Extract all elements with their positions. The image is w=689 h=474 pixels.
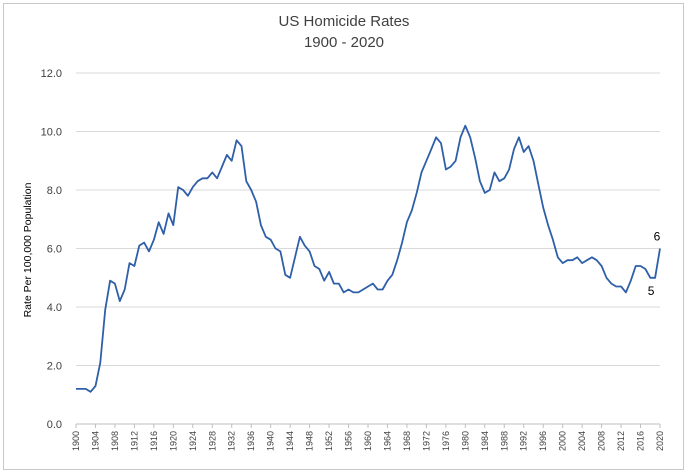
x-tick-label: 1984: [480, 431, 490, 451]
x-tick-label: 1948: [305, 431, 315, 451]
series-line: [76, 124, 661, 393]
y-tick-label: 8.0: [47, 185, 62, 197]
x-tick-label: 1992: [519, 431, 529, 451]
data-annotation: 6: [654, 230, 661, 244]
x-tick-label: 1900: [71, 431, 81, 451]
x-axis-ticks: 1900 1904 1908 1912 1916 1920 1924 1928 1932 1936…: [71, 424, 665, 451]
y-axis-ticks: 0.0 2.0 4.0 6.0 8.0 10.0 12.0: [41, 68, 62, 431]
x-tick-label: 1944: [285, 431, 295, 451]
y-tick-label: 2.0: [47, 361, 62, 373]
chart-title: US Homicide Rates: [279, 13, 410, 30]
x-tick-label: 1940: [266, 431, 276, 451]
x-tick-label: 2000: [558, 431, 568, 451]
series-layer: [76, 124, 661, 393]
x-tick-label: 2012: [616, 431, 626, 451]
y-tick-label: 6.0: [47, 244, 62, 256]
x-tick-label: 1920: [168, 431, 178, 451]
x-tick-label: 1932: [227, 431, 237, 451]
x-tick-label: 1956: [344, 431, 354, 451]
x-tick-label: 1904: [90, 431, 100, 451]
x-tick-label: 1936: [246, 431, 256, 451]
y-tick-label: 12.0: [41, 68, 62, 80]
x-tick-label: 1988: [499, 431, 509, 451]
x-tick-label: 1924: [188, 431, 198, 451]
chart-frame: [3, 3, 684, 470]
x-tick-label: 1960: [363, 431, 373, 451]
x-tick-label: 2020: [655, 431, 665, 451]
x-tick-label: 1964: [382, 431, 392, 451]
x-tick-label: 2008: [597, 431, 607, 451]
x-tick-label: 1952: [324, 431, 334, 451]
y-tick-label: 10.0: [41, 127, 62, 139]
y-axis-label: Rate Per 100,000 Population: [22, 182, 34, 317]
x-tick-label: 1908: [110, 431, 120, 451]
x-tick-label: 1972: [421, 431, 431, 451]
x-tick-label: 2004: [577, 431, 587, 451]
chart-subtitle: 1900 - 2020: [304, 34, 384, 51]
x-tick-label: 1928: [207, 431, 217, 451]
x-tick-label: 1916: [149, 431, 159, 451]
y-tick-label: 0.0: [47, 419, 62, 431]
x-tick-label: 1980: [460, 431, 470, 451]
x-tick-label: 1912: [129, 431, 139, 451]
annotations: 65: [648, 230, 661, 298]
x-tick-label: 1968: [402, 431, 412, 451]
x-tick-label: 1996: [538, 431, 548, 451]
gridlines: [76, 72, 660, 425]
x-tick-label: 1976: [441, 431, 451, 451]
y-tick-label: 4.0: [47, 302, 62, 314]
data-annotation: 5: [648, 284, 655, 298]
x-tick-label: 2016: [636, 431, 646, 451]
